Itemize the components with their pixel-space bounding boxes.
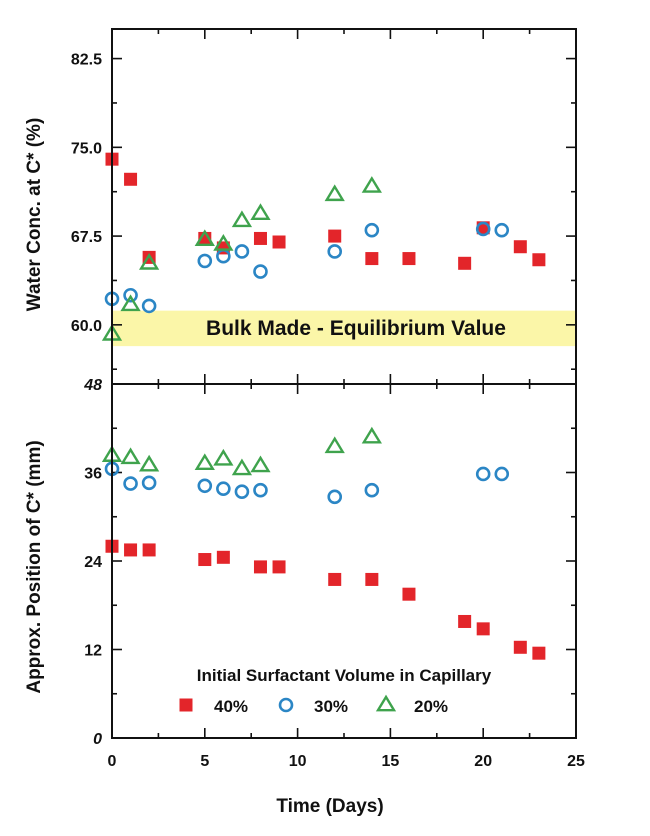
data-point-triangle <box>361 426 382 444</box>
data-point-square <box>328 572 342 586</box>
data-point-square <box>458 256 472 270</box>
data-point-circle <box>364 222 380 238</box>
data-point-circle <box>364 482 380 498</box>
data-point-circle <box>253 264 268 279</box>
data-point-square <box>532 253 546 267</box>
data-point-circle <box>197 253 213 269</box>
data-point-triangle <box>213 234 234 251</box>
top-panel-data-points <box>101 152 546 341</box>
data-point-square <box>402 252 416 266</box>
data-point-triangle <box>194 229 215 247</box>
data-point-triangle <box>231 210 253 228</box>
data-point-triangle <box>250 455 271 473</box>
top-panel-y-axis-label: Water Conc. at C* (%) <box>24 118 45 312</box>
legend-items: 40% 30% 20% <box>179 694 448 716</box>
bottom-panel-frame <box>111 383 577 739</box>
data-point-triangle <box>120 294 141 312</box>
data-point-circle <box>234 484 250 499</box>
data-point-circle <box>141 298 157 314</box>
bottom-panel-data-points <box>101 426 546 660</box>
data-point-triangle <box>324 436 345 454</box>
data-point-square <box>365 252 379 266</box>
data-point-square <box>142 543 156 557</box>
data-point-square <box>458 614 472 628</box>
legend-marker-circle <box>278 697 294 713</box>
legend: Initial Surfactant Volume in Capillary 4… <box>179 666 492 716</box>
data-point-square <box>365 572 379 586</box>
data-point-square <box>402 587 416 601</box>
y-tick-label: 48 <box>83 377 102 394</box>
data-point-square <box>124 543 138 557</box>
data-point-square <box>216 550 230 564</box>
data-point-triangle <box>324 184 345 202</box>
data-point-circle <box>141 475 157 491</box>
data-point-triangle <box>120 447 141 465</box>
data-point-square <box>272 235 286 249</box>
y-tick-label: 12 <box>84 643 102 660</box>
data-point-circle <box>234 244 250 259</box>
x-axis-label: Time (Days) <box>276 796 383 817</box>
x-tick-label: 0 <box>108 753 117 770</box>
bottom-panel-y-tick-labels: 0 12 24 36 48 <box>83 377 102 748</box>
equilibrium-band-label: Bulk Made - Equilibrium Value <box>206 317 506 340</box>
x-tick-label: 15 <box>382 753 400 770</box>
x-tick-labels: 0 5 10 15 20 25 <box>108 753 585 770</box>
legend-title: Initial Surfactant Volume in Capillary <box>197 666 492 685</box>
bottom-panel-y-axis-label: Approx. Position of C* (mm) <box>24 440 45 693</box>
x-tick-label: 5 <box>200 753 209 770</box>
data-point-square <box>328 229 342 243</box>
legend-marker-triangle <box>375 694 397 712</box>
data-point-circle <box>123 287 138 303</box>
x-tick-label: 25 <box>567 753 585 770</box>
data-point-square <box>124 172 138 186</box>
legend-label: 20% <box>414 697 448 716</box>
y-tick-label: 0 <box>93 731 102 748</box>
data-point-circle <box>253 482 268 498</box>
data-point-triangle <box>250 203 271 221</box>
legend-label: 40% <box>214 697 248 716</box>
data-point-circle <box>494 222 510 238</box>
equilibrium-band <box>112 310 576 347</box>
y-tick-label: 67.5 <box>71 229 102 246</box>
data-point-circle <box>197 478 213 494</box>
data-point-square <box>513 240 527 254</box>
y-tick-label: 24 <box>84 554 102 571</box>
y-tick-label: 36 <box>84 466 102 483</box>
data-point-circle <box>327 244 343 259</box>
data-point-circle <box>327 489 343 505</box>
data-point-triangle <box>194 453 215 471</box>
data-point-triangle <box>138 454 160 472</box>
legend-marker-square <box>179 698 193 712</box>
data-point-square <box>198 553 212 567</box>
data-point-triangle <box>213 448 234 466</box>
data-point-circle <box>494 466 510 482</box>
x-tick-label: 20 <box>474 753 492 770</box>
bottom-panel-position: 0 12 24 36 48 0 5 10 15 20 25 Approx. Position of… <box>24 377 585 817</box>
data-point-square <box>513 640 527 654</box>
data-point-square <box>253 231 267 245</box>
data-point-square <box>253 560 267 574</box>
data-point-circle <box>475 466 491 482</box>
x-tick-label: 10 <box>289 753 307 770</box>
data-point-triangle <box>231 458 253 476</box>
y-tick-label: 60.0 <box>71 318 102 335</box>
data-point-circle <box>216 481 231 497</box>
y-tick-label: 82.5 <box>71 52 102 69</box>
data-point-square <box>476 622 490 636</box>
data-point-square <box>272 560 286 574</box>
data-point-triangle <box>361 176 382 193</box>
data-point-circle <box>475 221 491 237</box>
legend-label: 30% <box>314 697 348 716</box>
data-point-circle <box>123 476 138 491</box>
top-panel-y-tick-labels: 60.0 67.5 75.0 82.5 <box>71 52 102 335</box>
y-tick-label: 75.0 <box>71 140 102 157</box>
data-point-square <box>532 646 546 660</box>
top-panel-water-concentration: Bulk Made - Equilibrium Value 60.0 67.5 75… <box>24 28 577 385</box>
data-point-triangle <box>138 252 160 270</box>
